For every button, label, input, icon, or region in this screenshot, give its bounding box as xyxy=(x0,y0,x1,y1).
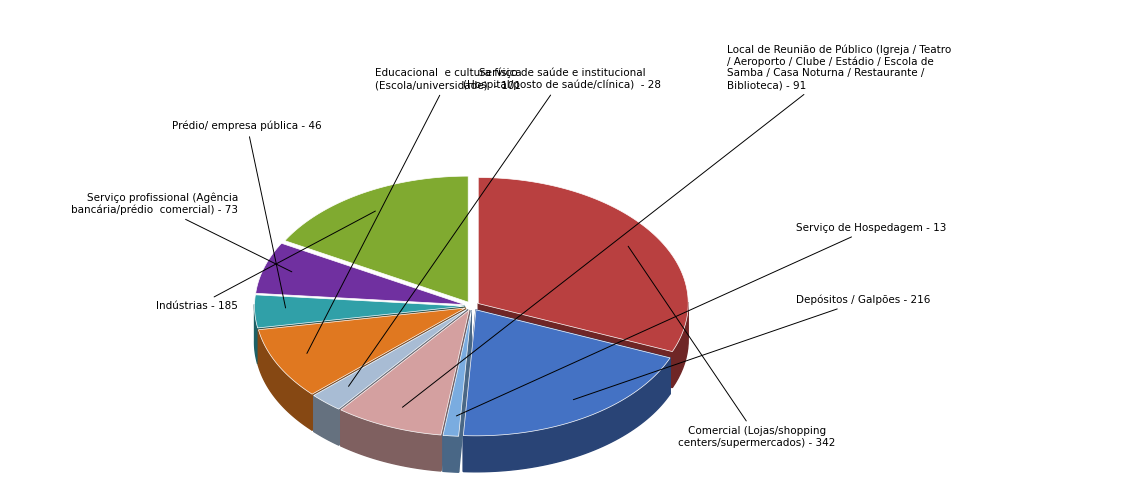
Polygon shape xyxy=(463,358,670,472)
Polygon shape xyxy=(338,309,466,445)
Polygon shape xyxy=(314,396,338,445)
Polygon shape xyxy=(463,310,670,436)
Polygon shape xyxy=(341,410,441,471)
Polygon shape xyxy=(314,309,466,409)
Polygon shape xyxy=(314,309,466,432)
Polygon shape xyxy=(259,308,465,366)
Text: Indústrias - 185: Indústrias - 185 xyxy=(156,211,375,311)
Text: Serviço profissional (Agência
bancária/prédio  comercial) - 73: Serviço profissional (Agência bancária/p… xyxy=(71,193,292,272)
Polygon shape xyxy=(341,310,469,446)
Polygon shape xyxy=(475,310,670,394)
Text: Comercial (Lojas/shopping
centers/supermercados) - 342: Comercial (Lojas/shopping centers/superm… xyxy=(628,246,835,447)
Text: Educacional  e cultura física
(Escola/universidade)  - 101: Educacional e cultura física (Escola/uni… xyxy=(307,68,522,353)
Polygon shape xyxy=(478,303,672,388)
Text: Depósitos / Galpões - 216: Depósitos / Galpões - 216 xyxy=(573,295,931,399)
Polygon shape xyxy=(443,310,471,471)
Polygon shape xyxy=(341,310,469,435)
Polygon shape xyxy=(259,308,465,394)
Polygon shape xyxy=(255,243,465,304)
Polygon shape xyxy=(441,310,469,471)
Text: Serviço de saúde e institucional
(Hospital/posto de saúde/clínica)  - 28: Serviço de saúde e institucional (Hospit… xyxy=(348,67,661,386)
Polygon shape xyxy=(478,178,688,351)
Polygon shape xyxy=(672,302,688,388)
Polygon shape xyxy=(443,435,459,472)
Polygon shape xyxy=(257,306,464,364)
Polygon shape xyxy=(254,304,257,364)
Text: Serviço de Hospedagem - 13: Serviço de Hospedagem - 13 xyxy=(456,223,946,416)
Polygon shape xyxy=(463,310,475,472)
Polygon shape xyxy=(259,330,312,430)
Polygon shape xyxy=(312,308,465,430)
Polygon shape xyxy=(459,310,471,472)
Polygon shape xyxy=(254,295,464,328)
Polygon shape xyxy=(284,176,469,302)
Polygon shape xyxy=(443,310,471,436)
Text: Local de Reunião de Público (Igreja / Teatro
/ Aeroporto / Clube / Estádio / Esc: Local de Reunião de Público (Igreja / Te… xyxy=(402,44,951,407)
Text: Prédio/ empresa pública - 46: Prédio/ empresa pública - 46 xyxy=(172,121,321,308)
